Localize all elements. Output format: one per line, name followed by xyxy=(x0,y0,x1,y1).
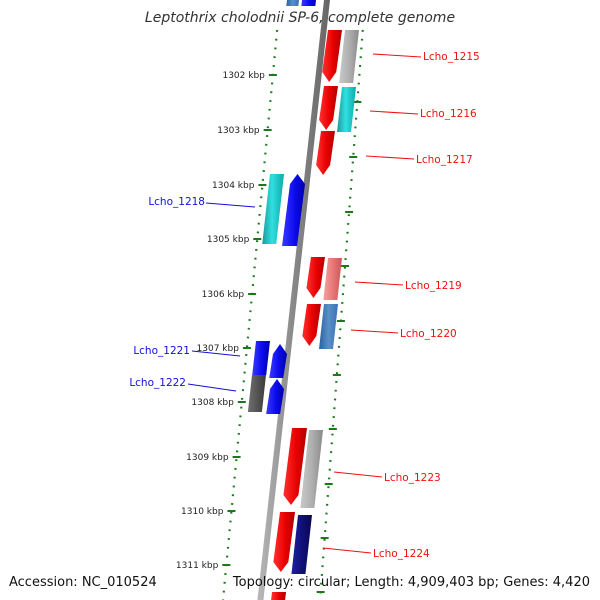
tick-ring xyxy=(221,29,364,600)
gene-lcho-1215[interactable] xyxy=(322,30,342,82)
label-leader xyxy=(372,53,422,58)
label-lcho-1221[interactable]: Lcho_1221 xyxy=(133,345,190,357)
label-lcho-1218[interactable]: Lcho_1218 xyxy=(148,196,205,208)
tick-label: 1302 kbp xyxy=(222,71,265,81)
label-leader xyxy=(333,471,383,478)
tick-labels: 1302 kbp 1303 kbp 1304 kbp 1305 kbp 1306 kbp… xyxy=(176,71,265,571)
genome-summary: Topology: circular; Length: 4,909,403 bp;… xyxy=(233,575,590,590)
tick-label: 1303 kbp xyxy=(217,126,260,136)
gene-lcho-1217[interactable] xyxy=(316,131,335,175)
gene-feature xyxy=(319,304,338,349)
label-lcho-1215[interactable]: Lcho_1215 xyxy=(423,51,480,63)
gene-lcho-1219[interactable] xyxy=(306,257,325,298)
gene-lcho-1216[interactable] xyxy=(319,86,338,130)
gene-feature xyxy=(323,258,342,300)
label-lcho-1216[interactable]: Lcho_1216 xyxy=(420,108,477,120)
gene-feature xyxy=(271,592,286,600)
gene-lcho-1218[interactable] xyxy=(282,174,305,246)
label-leader xyxy=(187,383,237,392)
label-leader xyxy=(205,202,256,208)
label-lcho-1222[interactable]: Lcho_1222 xyxy=(129,377,186,389)
label-leader xyxy=(365,155,415,160)
gene-labels: Lcho_1215 Lcho_1216 Lcho_1217 Lcho_1219 Lcho… xyxy=(129,51,479,560)
gene-feature xyxy=(291,515,312,574)
gene-features xyxy=(247,0,359,600)
gene-feature xyxy=(266,379,284,414)
gene-lcho-1220[interactable] xyxy=(302,304,321,346)
label-lcho-1217[interactable]: Lcho_1217 xyxy=(416,154,473,166)
tick-label: 1310 kbp xyxy=(181,507,224,517)
label-lcho-1219[interactable]: Lcho_1219 xyxy=(405,280,462,292)
label-leader xyxy=(191,350,241,357)
length-label: Length: 4,909,403 bp; xyxy=(354,575,500,590)
gene-feature xyxy=(337,87,356,132)
gene-feature xyxy=(339,30,359,83)
topology-label: Topology: circular; xyxy=(232,575,351,590)
tick-label: 1305 kbp xyxy=(207,235,250,245)
genome-backbone xyxy=(257,0,330,600)
map-title: Leptothrix cholodnii SP-6, complete geno… xyxy=(144,10,456,26)
label-lcho-1220[interactable]: Lcho_1220 xyxy=(400,328,457,340)
genes-label: Genes: 4,420 xyxy=(503,575,590,590)
accession-label: Accession: NC_010524 xyxy=(9,575,157,590)
gene-lcho-1222[interactable] xyxy=(247,375,266,412)
tick-label: 1311 kbp xyxy=(176,561,219,571)
tick-label: 1309 kbp xyxy=(186,453,229,463)
gene-lcho-1224[interactable] xyxy=(273,512,295,572)
gene-feature xyxy=(300,430,323,508)
label-leader xyxy=(354,281,404,286)
tick-line-outer xyxy=(318,29,364,600)
label-lcho-1223[interactable]: Lcho_1223 xyxy=(384,472,441,484)
gene-feature xyxy=(262,174,284,244)
gene-lcho-1223[interactable] xyxy=(283,428,307,505)
backbone-bar xyxy=(257,0,330,600)
tick-label: 1304 kbp xyxy=(212,181,255,191)
tick-label: 1308 kbp xyxy=(191,398,234,408)
tick-label: 1307 kbp xyxy=(197,344,240,354)
gene-feature xyxy=(269,344,287,378)
label-leader xyxy=(350,329,399,334)
label-lcho-1224[interactable]: Lcho_1224 xyxy=(373,548,430,560)
gene-lcho-1221[interactable] xyxy=(252,341,270,375)
label-leader xyxy=(369,110,419,115)
tick-label: 1306 kbp xyxy=(202,290,245,300)
gene-feature xyxy=(301,0,316,6)
label-leader xyxy=(322,547,372,554)
gene-feature xyxy=(286,0,299,6)
